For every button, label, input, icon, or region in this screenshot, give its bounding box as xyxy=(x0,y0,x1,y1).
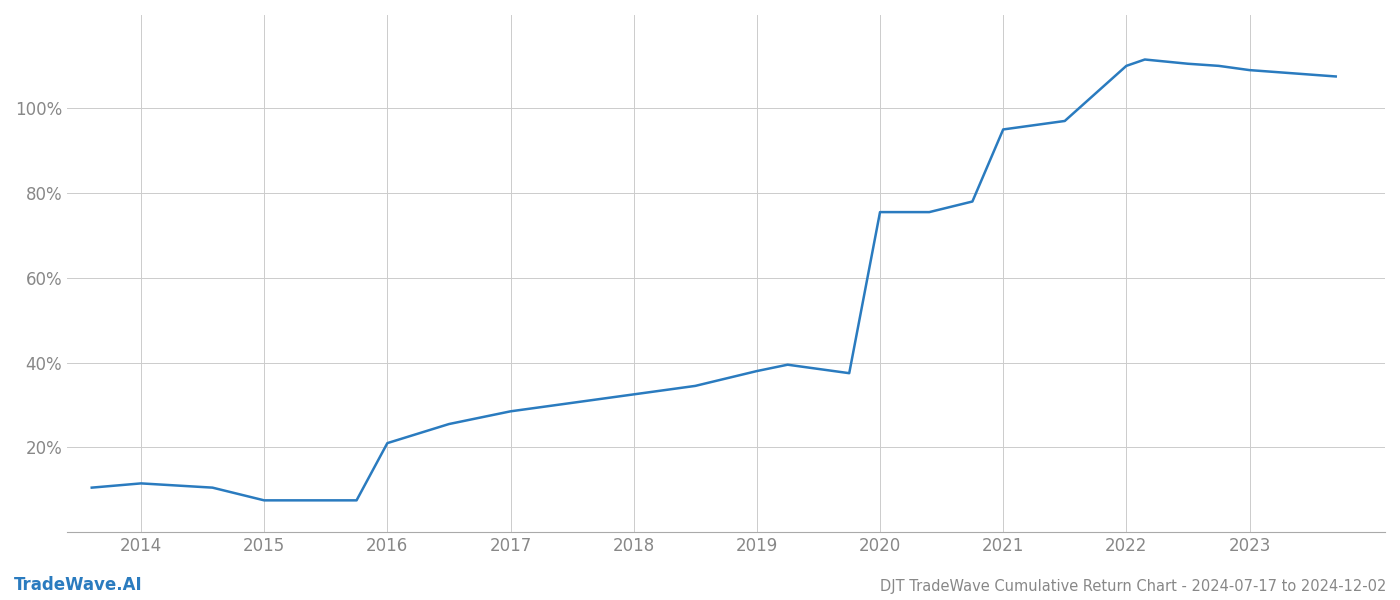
Text: TradeWave.AI: TradeWave.AI xyxy=(14,576,143,594)
Text: DJT TradeWave Cumulative Return Chart - 2024-07-17 to 2024-12-02: DJT TradeWave Cumulative Return Chart - … xyxy=(879,579,1386,594)
